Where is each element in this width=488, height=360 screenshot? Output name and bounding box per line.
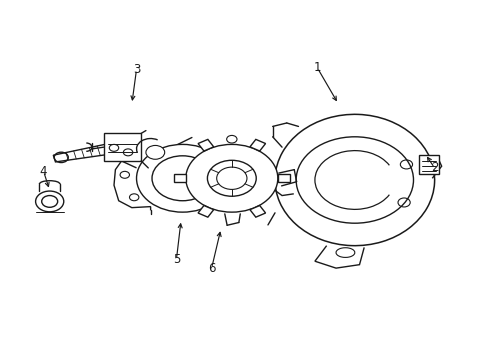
Text: 6: 6 [207, 262, 215, 275]
Polygon shape [249, 206, 265, 217]
Polygon shape [174, 174, 185, 183]
Polygon shape [198, 139, 213, 151]
Circle shape [36, 191, 63, 212]
Polygon shape [198, 206, 213, 217]
Circle shape [185, 144, 277, 212]
Polygon shape [418, 155, 438, 174]
Polygon shape [249, 139, 265, 151]
Polygon shape [277, 174, 289, 183]
Text: 3: 3 [133, 63, 140, 76]
Text: 4: 4 [40, 165, 47, 178]
Polygon shape [103, 133, 141, 161]
Text: 1: 1 [313, 61, 320, 74]
Circle shape [145, 145, 164, 159]
Polygon shape [53, 138, 141, 162]
Text: 2: 2 [430, 161, 437, 174]
Text: 5: 5 [172, 253, 180, 266]
